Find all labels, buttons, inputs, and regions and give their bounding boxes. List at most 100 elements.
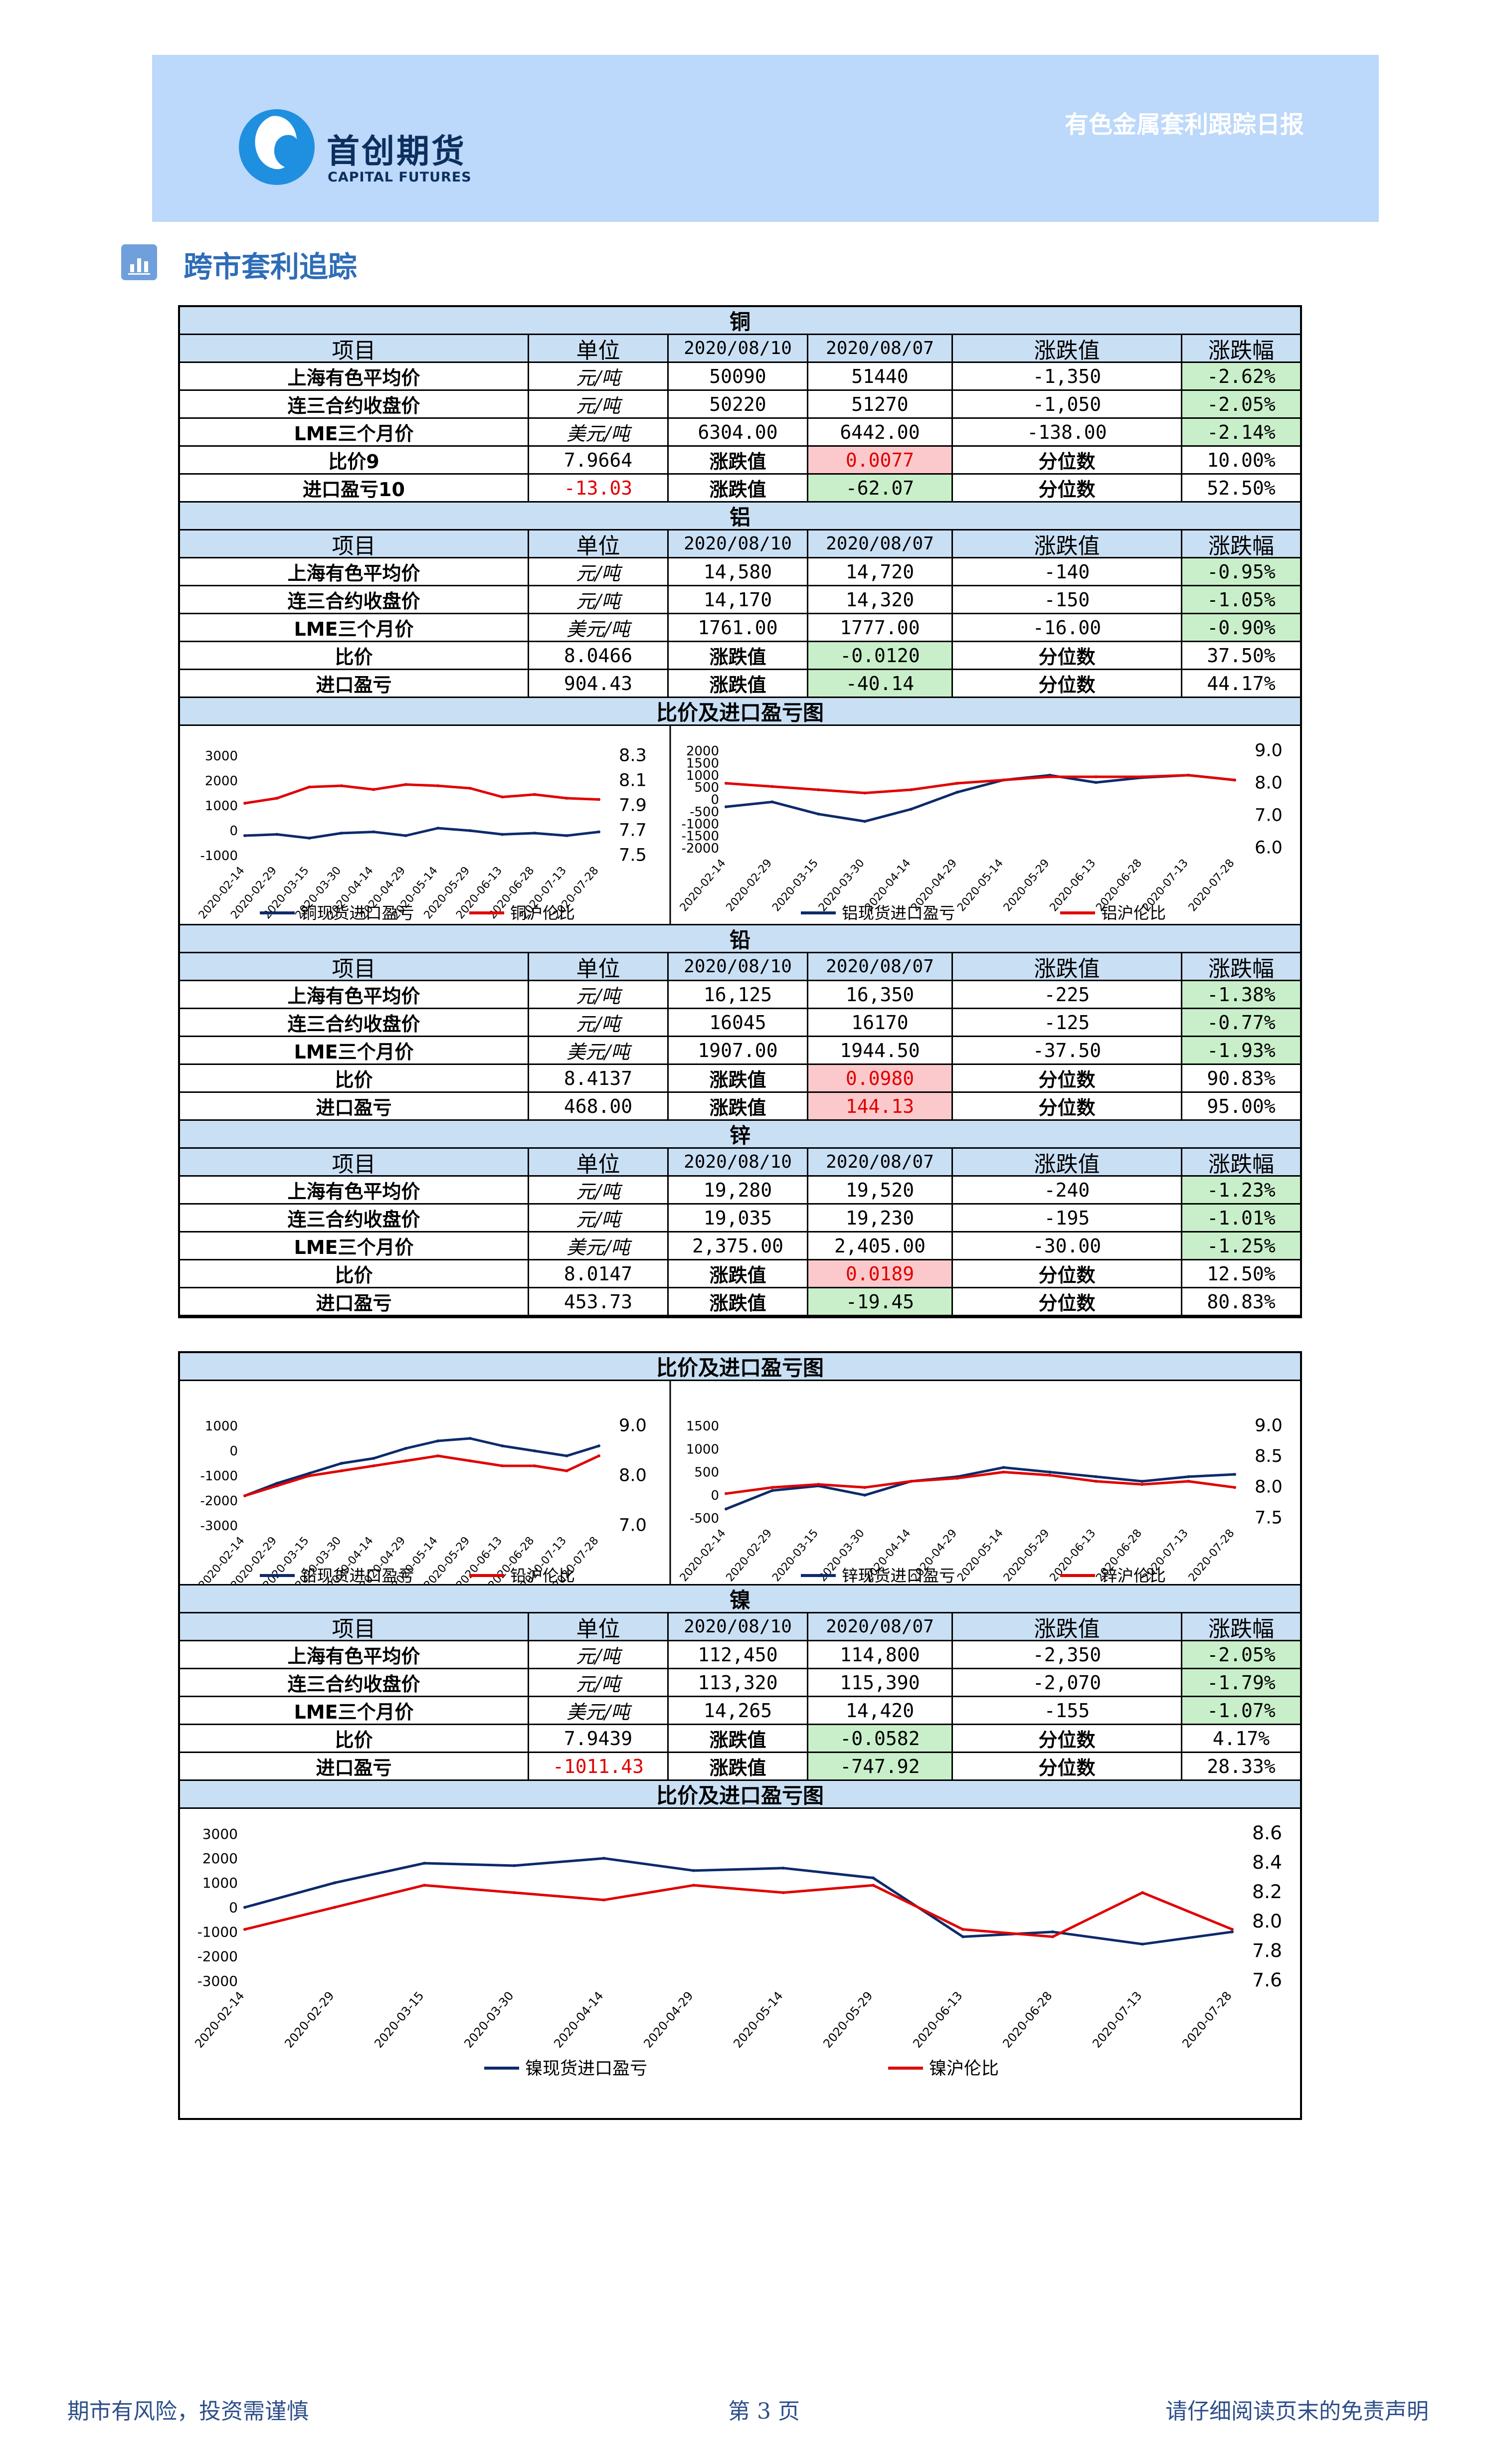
ratio-value: 8.0147 (529, 1260, 669, 1287)
header-date2: 2020/08/07 (808, 335, 953, 361)
row-change: -240 (953, 1177, 1182, 1203)
header-date1: 2020/08/10 (669, 335, 808, 361)
table-row: 连三合约收盘价 元/吨 50220 51270 -1,050 -2.05% (180, 391, 1300, 419)
row-change: -155 (953, 1697, 1182, 1724)
series-point (275, 1482, 279, 1485)
row-pct: -2.05% (1182, 1641, 1300, 1668)
company-name-en: CAPITAL FUTURES (328, 170, 472, 185)
x-tick-label: 2020-06-13 (1047, 857, 1098, 914)
left-tick-label: -500 (690, 1511, 719, 1526)
right-tick-label: 7.7 (619, 820, 647, 840)
metal-title: 铅 (180, 925, 1300, 953)
x-tick-label: 2020-03-30 (461, 1989, 516, 2051)
series-point (565, 1454, 568, 1457)
row-value-date2: 16170 (808, 1009, 953, 1036)
row-change: -138.00 (953, 419, 1182, 445)
series-point (372, 1457, 375, 1460)
header-pct: 涨跌幅 (1182, 530, 1300, 557)
x-tick-label: 2020-05-29 (820, 1989, 875, 2051)
ratio-label: 比价 (180, 642, 529, 669)
series-point (423, 1884, 426, 1887)
x-tick-label: 2020-07-28 (1186, 1527, 1237, 1584)
table-row: 比价9 7.9664 涨跌值 0.0077 分位数 10.00% (180, 447, 1300, 475)
import-change-value: -40.14 (808, 670, 953, 697)
import-label: 进口盈亏 (180, 1753, 529, 1779)
series-point (436, 1454, 440, 1457)
series-point (872, 1884, 875, 1887)
header-unit: 单位 (529, 1613, 669, 1640)
table-row: 比价 8.0466 涨跌值 -0.0120 分位数 37.50% (180, 642, 1300, 670)
row-unit: 元/吨 (529, 1205, 669, 1231)
series-point (340, 1462, 343, 1465)
series-point (863, 1493, 867, 1497)
header-change: 涨跌值 (953, 1149, 1182, 1175)
table-row: 进口盈亏 468.00 涨跌值 144.13 分位数 95.00% (180, 1093, 1300, 1121)
row-value-date1: 1761.00 (669, 614, 808, 641)
row-unit: 美元/吨 (529, 1037, 669, 1063)
table-row: LME三个月价 美元/吨 6304.00 6442.00 -138.00 -2.14% (180, 419, 1300, 447)
series-point (1231, 1928, 1234, 1931)
legend-label: 锌现货进口盈亏 (842, 1567, 955, 1584)
chart-title: 比价及进口盈亏图 (180, 1353, 1300, 1381)
series-point (1048, 775, 1052, 778)
import-change-label: 涨跌值 (669, 1288, 808, 1315)
series-point (275, 833, 279, 836)
x-tick-label: 2020-02-29 (724, 857, 774, 914)
series-point (597, 798, 600, 801)
header-change: 涨跌值 (953, 953, 1182, 980)
row-value-date2: 1944.50 (808, 1037, 953, 1063)
row-unit: 美元/吨 (529, 419, 669, 445)
right-tick-label: 8.0 (619, 1465, 647, 1485)
left-tick-label: 1000 (686, 768, 719, 783)
ratio-change-value: -0.0582 (808, 1725, 953, 1752)
table-row: LME三个月价 美元/吨 14,265 14,420 -155 -1.07% (180, 1697, 1300, 1725)
series-point (533, 793, 536, 796)
left-tick-label: -2000 (197, 1948, 238, 1965)
series-point (533, 1449, 536, 1452)
row-value-date2: 14,420 (808, 1697, 953, 1724)
table-row: LME三个月价 美元/吨 1761.00 1777.00 -16.00 -0.90% (180, 614, 1300, 642)
series-point (692, 1884, 695, 1887)
series-line (726, 774, 1235, 794)
series-point (1140, 1483, 1144, 1486)
series-point (565, 834, 568, 837)
row-change: -225 (953, 981, 1182, 1008)
row-item: LME三个月价 (180, 1037, 529, 1063)
ratio-label: 比价 (180, 1260, 529, 1287)
series-point (597, 830, 600, 834)
import-label: 进口盈亏 (180, 1093, 529, 1119)
series-point (1002, 778, 1005, 782)
header-item: 项目 (180, 953, 529, 980)
row-item: LME三个月价 (180, 1232, 529, 1259)
series-point (501, 1464, 504, 1467)
series-point (243, 1928, 246, 1931)
left-tick-label: 1000 (205, 1419, 238, 1434)
ratio-percentile-value: 4.17% (1212, 1727, 1270, 1750)
table-row: 上海有色平均价 元/吨 19,280 19,520 -240 -1.23% (180, 1177, 1300, 1205)
series-point (308, 785, 311, 789)
row-item: 连三合约收盘价 (180, 586, 529, 613)
ratio-value: 8.4137 (529, 1065, 669, 1091)
header-date2: 2020/08/07 (808, 1613, 953, 1640)
right-tick-label: 9.0 (619, 1415, 647, 1435)
series-point (1141, 1942, 1144, 1946)
row-value-date1: 14,170 (669, 586, 808, 613)
series-line (244, 1884, 1233, 1938)
series-point (404, 1459, 407, 1462)
left-tick-label: 2000 (202, 1850, 238, 1867)
header-pct: 涨跌幅 (1182, 953, 1300, 980)
import-change-label: 涨跌值 (669, 1093, 808, 1119)
header-unit: 单位 (529, 335, 669, 361)
series-point (340, 832, 343, 835)
row-unit: 元/吨 (529, 1177, 669, 1203)
legend-label: 铜沪伦比 (510, 904, 575, 923)
section-title: 跨市套利追踪 (184, 250, 358, 284)
import-percentile-label: 分位数 (953, 1093, 1182, 1119)
series-point (1231, 1930, 1234, 1934)
right-tick-label: 8.0 (1255, 772, 1283, 793)
row-unit: 元/吨 (529, 363, 669, 389)
series-point (597, 1444, 600, 1447)
series-point (1002, 1470, 1005, 1474)
table-row: 连三合约收盘价 元/吨 14,170 14,320 -150 -1.05% (180, 586, 1300, 614)
table-row: 比价 8.0147 涨跌值 0.0189 分位数 12.50% (180, 1260, 1300, 1288)
